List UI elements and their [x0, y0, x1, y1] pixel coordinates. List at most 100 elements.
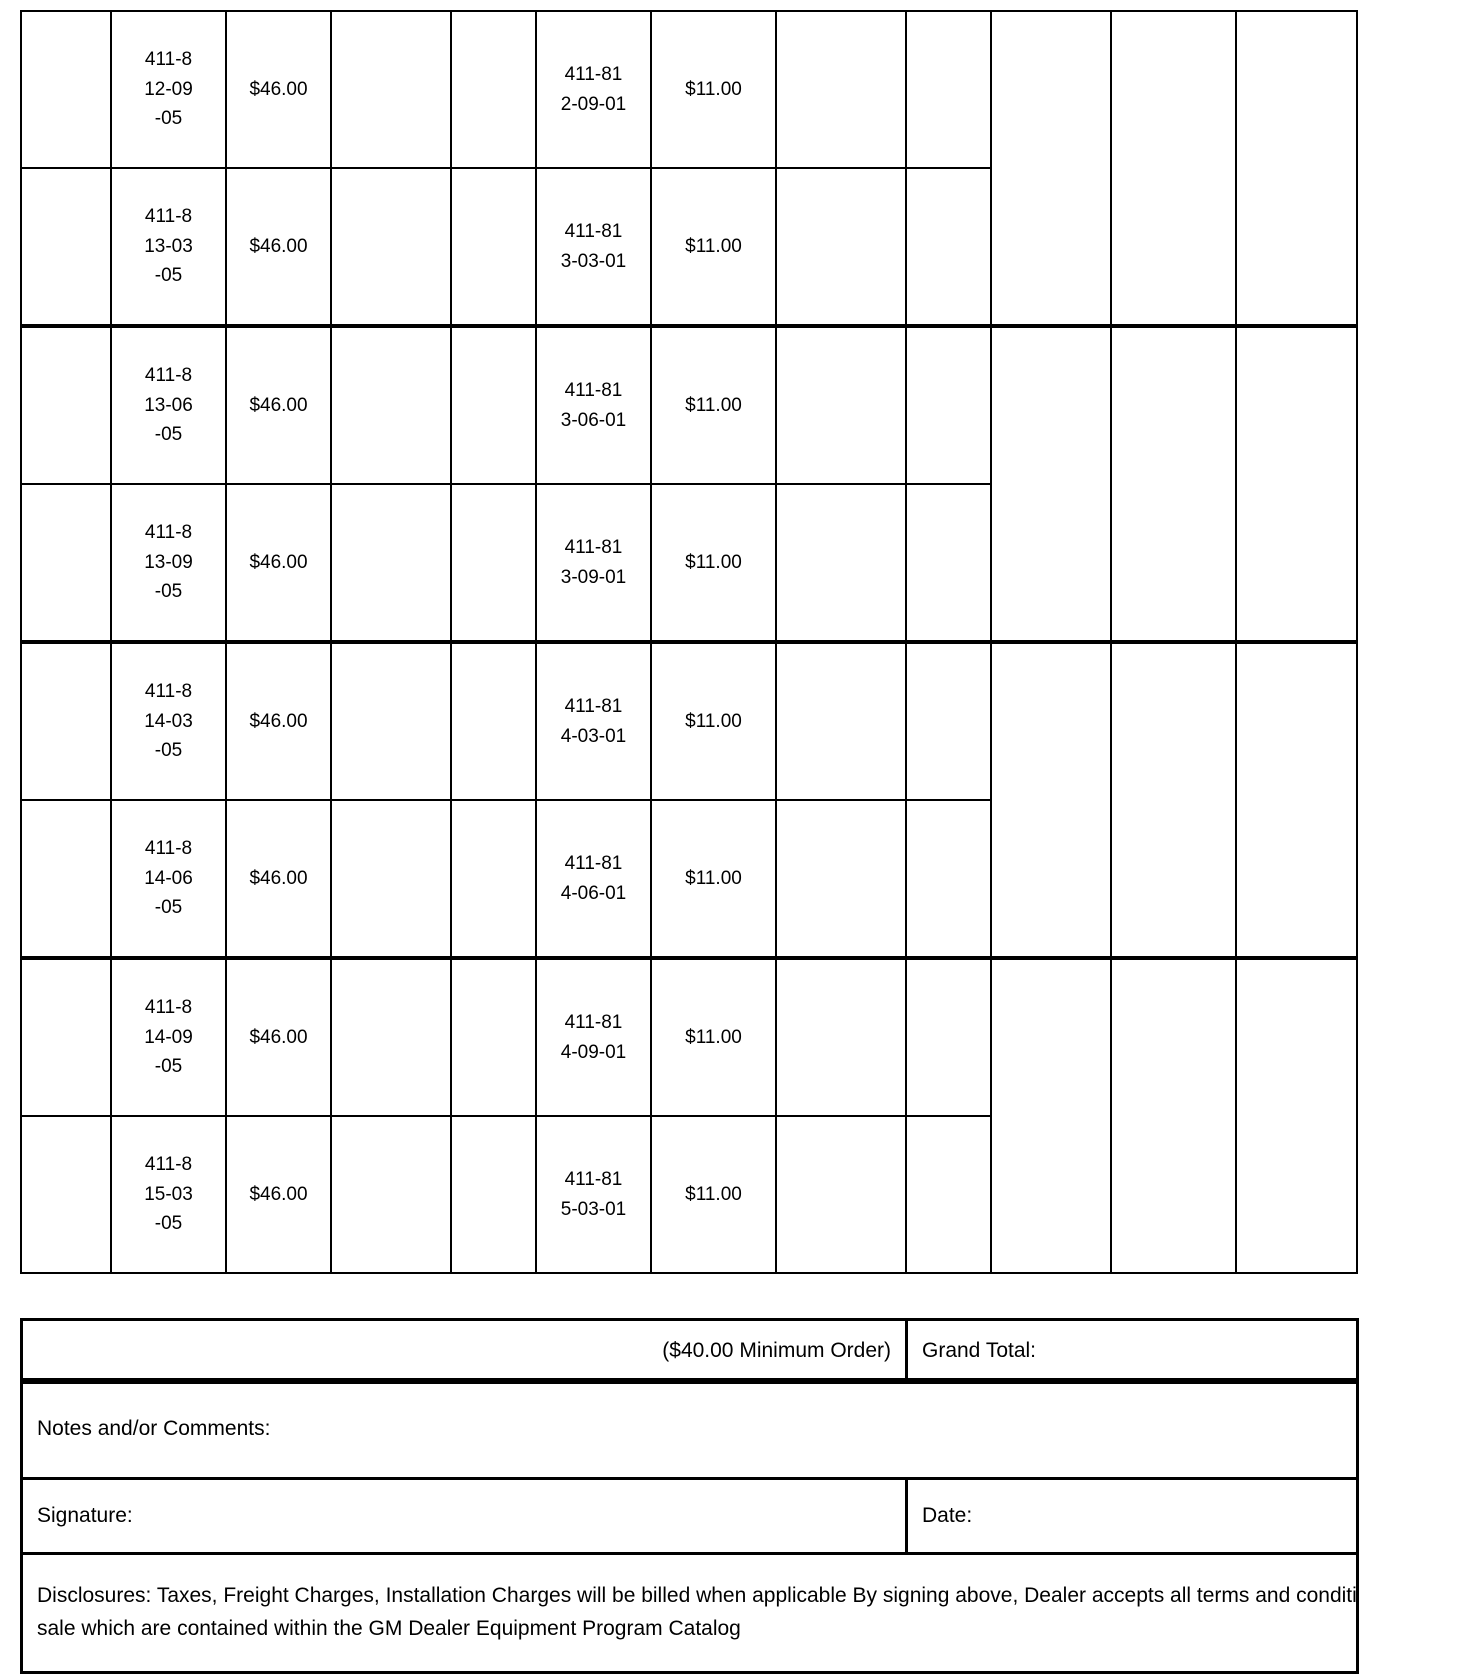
notes-field[interactable]: Notes and/or Comments: — [20, 1378, 1359, 1480]
cell-price-secondary: $11.00 — [650, 483, 777, 644]
cell-price-primary: $46.00 — [225, 1115, 332, 1274]
cell-extended-primary[interactable] — [330, 799, 452, 960]
cell-quantity[interactable] — [20, 483, 112, 644]
part-number-secondary: 411-81 2-09-01 — [560, 64, 627, 115]
cell-part-secondary: 411-81 4-03-01 — [535, 640, 652, 801]
cell-extended-secondary[interactable] — [775, 167, 907, 328]
signature-label: Signature: — [37, 1504, 133, 1527]
cell-column-12[interactable] — [1235, 640, 1358, 959]
cell-extended-secondary[interactable] — [775, 324, 907, 485]
cell-extended-primary[interactable] — [330, 10, 452, 169]
cell-column-9[interactable] — [905, 799, 992, 960]
notes-row[interactable]: Notes and/or Comments: — [20, 1378, 1359, 1480]
cell-extended-secondary[interactable] — [775, 10, 907, 169]
table-row[interactable]: 411-8 14-06 -05 $46.00 411-81 4-06-01 $1… — [20, 799, 1357, 960]
cell-price-primary: $46.00 — [225, 956, 332, 1117]
cell-quantity-secondary[interactable] — [450, 10, 537, 169]
table-row[interactable]: 411-8 14-03 -05 $46.00 411-81 4-03-01 $1… — [20, 640, 1358, 959]
grand-total-field[interactable]: Grand Total: — [905, 1318, 1359, 1384]
table-row[interactable]: 411-8 12-09 -05 $46.00 411-81 2-09-01 $1… — [20, 10, 1358, 327]
cell-column-9[interactable] — [905, 483, 992, 644]
cell-extended-secondary[interactable] — [775, 483, 907, 644]
table-row[interactable]: 411-8 13-06 -05 $46.00 411-81 3-06-01 $1… — [20, 324, 1358, 643]
cell-extended-primary[interactable] — [330, 324, 452, 485]
cell-column-10[interactable] — [990, 10, 1112, 327]
cell-quantity-secondary[interactable] — [450, 799, 537, 960]
cell-column-9[interactable] — [905, 640, 992, 801]
cell-price-primary: $46.00 — [225, 167, 332, 328]
cell-quantity[interactable] — [20, 167, 112, 328]
cell-quantity[interactable] — [20, 10, 112, 169]
cell-part-secondary: 411-81 3-03-01 — [535, 167, 652, 328]
table-row[interactable]: 411-8 15-03 -05 $46.00 411-81 5-03-01 $1… — [20, 1115, 1357, 1274]
date-field[interactable]: Date: — [905, 1477, 1359, 1555]
cell-quantity-secondary[interactable] — [450, 956, 537, 1117]
part-number-secondary: 411-81 4-09-01 — [560, 1012, 627, 1063]
cell-extended-primary[interactable] — [330, 483, 452, 644]
part-number-secondary: 411-81 3-06-01 — [560, 380, 627, 431]
part-number-secondary: 411-81 4-03-01 — [560, 696, 627, 747]
cell-extended-secondary[interactable] — [775, 799, 907, 960]
cell-part-secondary: 411-81 3-09-01 — [535, 483, 652, 644]
cell-extended-primary[interactable] — [330, 956, 452, 1117]
disclosure-line-1: Disclosures: Taxes, Freight Charges, Ins… — [37, 1584, 1358, 1608]
cell-column-10[interactable] — [990, 324, 1112, 643]
part-number-secondary: 411-81 3-03-01 — [560, 221, 627, 272]
cell-part-primary: 411-8 14-06 -05 — [110, 799, 227, 960]
cell-part-primary: 411-8 15-03 -05 — [110, 1115, 227, 1274]
cell-price-secondary: $11.00 — [650, 167, 777, 328]
disclosure-line-2: sale which are contained within the GM D… — [37, 1617, 741, 1640]
cell-part-secondary: 411-81 2-09-01 — [535, 10, 652, 169]
cell-column-12[interactable] — [1235, 956, 1358, 1274]
cell-part-primary: 411-8 13-03 -05 — [110, 167, 227, 328]
cell-quantity-secondary[interactable] — [450, 483, 537, 644]
cell-column-9[interactable] — [905, 1115, 992, 1274]
cell-price-secondary: $11.00 — [650, 1115, 777, 1274]
cell-column-10[interactable] — [990, 956, 1112, 1274]
cell-column-11[interactable] — [1110, 324, 1237, 643]
cell-column-12[interactable] — [1235, 324, 1358, 643]
cell-extended-primary[interactable] — [330, 640, 452, 801]
cell-column-9[interactable] — [905, 167, 992, 328]
cell-quantity[interactable] — [20, 324, 112, 485]
table-row[interactable]: 411-8 13-03 -05 $46.00 411-81 3-03-01 $1… — [20, 167, 1357, 328]
cell-part-secondary: 411-81 5-03-01 — [535, 1115, 652, 1274]
line-items-table: 411-8 12-09 -05 $46.00 411-81 2-09-01 $1… — [20, 10, 1358, 1274]
cell-extended-secondary[interactable] — [775, 640, 907, 801]
cell-quantity-secondary[interactable] — [450, 167, 537, 328]
cell-extended-primary[interactable] — [330, 1115, 452, 1274]
cell-column-11[interactable] — [1110, 640, 1237, 959]
part-number-primary: 411-8 14-06 -05 — [144, 838, 193, 919]
cell-column-11[interactable] — [1110, 956, 1237, 1274]
date-label: Date: — [922, 1504, 973, 1527]
cell-extended-secondary[interactable] — [775, 1115, 907, 1274]
cell-quantity-secondary[interactable] — [450, 640, 537, 801]
table-row[interactable]: 411-8 13-09 -05 $46.00 411-81 3-09-01 $1… — [20, 483, 1357, 644]
table-row[interactable]: 411-8 14-09 -05 $46.00 411-81 4-09-01 $1… — [20, 956, 1358, 1274]
cell-column-9[interactable] — [905, 956, 992, 1117]
signature-field[interactable]: Signature: — [20, 1477, 908, 1555]
cell-column-10[interactable] — [990, 640, 1112, 959]
cell-quantity-secondary[interactable] — [450, 324, 537, 485]
cell-quantity[interactable] — [20, 640, 112, 801]
signature-row[interactable]: Signature: Date: — [20, 1477, 1359, 1555]
cell-quantity[interactable] — [20, 799, 112, 960]
cell-part-primary: 411-8 14-03 -05 — [110, 640, 227, 801]
cell-column-9[interactable] — [905, 10, 992, 169]
cell-part-secondary: 411-81 4-09-01 — [535, 956, 652, 1117]
cell-extended-primary[interactable] — [330, 167, 452, 328]
disclosure-row: Disclosures: Taxes, Freight Charges, Ins… — [20, 1552, 1359, 1674]
cell-part-primary: 411-8 13-09 -05 — [110, 483, 227, 644]
cell-extended-secondary[interactable] — [775, 956, 907, 1117]
cell-column-12[interactable] — [1235, 10, 1358, 327]
cell-quantity[interactable] — [20, 1115, 112, 1274]
cell-quantity-secondary[interactable] — [450, 1115, 537, 1274]
cell-column-9[interactable] — [905, 324, 992, 485]
minimum-order-label: ($40.00 Minimum Order) — [20, 1318, 908, 1384]
cell-column-11[interactable] — [1110, 10, 1237, 327]
cell-part-primary: 411-8 14-09 -05 — [110, 956, 227, 1117]
cell-quantity[interactable] — [20, 956, 112, 1117]
cell-price-primary: $46.00 — [225, 483, 332, 644]
notes-label: Notes and/or Comments: — [37, 1417, 271, 1440]
cell-part-primary: 411-8 13-06 -05 — [110, 324, 227, 485]
